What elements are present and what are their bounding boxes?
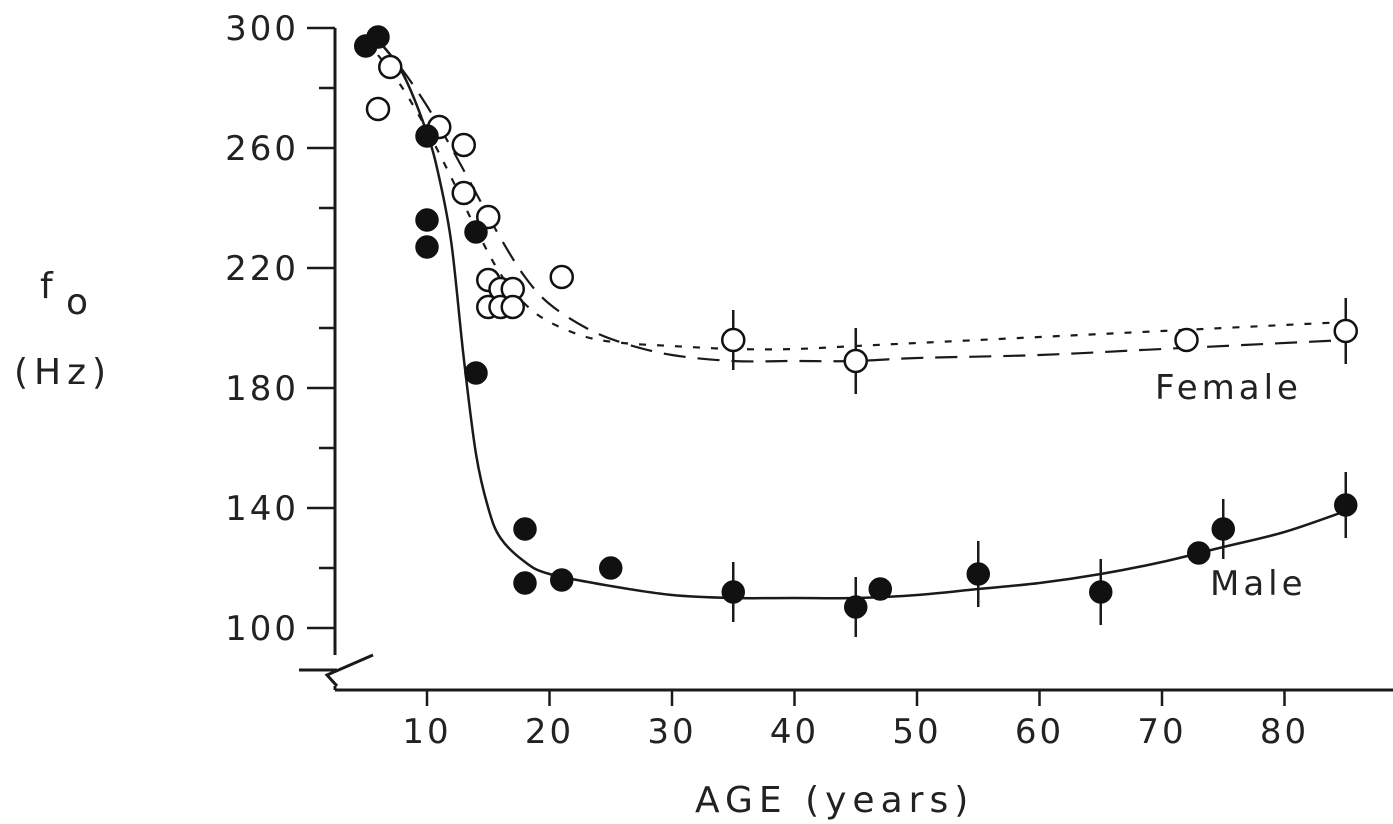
data-points <box>354 25 1358 637</box>
x-tick-label: 10 <box>402 712 451 752</box>
male-data-point <box>599 556 623 580</box>
female-data-point <box>1174 327 1199 353</box>
female-data-point <box>843 348 868 374</box>
y-tick-label: 140 <box>225 489 299 529</box>
labels: f o (Hz) AGE (years) Female Male <box>14 266 1307 821</box>
female-data-point <box>451 180 476 206</box>
y-tick-label: 220 <box>225 249 299 289</box>
y-tick-label: 300 <box>225 9 299 49</box>
y-tick-label: 180 <box>225 369 299 409</box>
male-fit-curve <box>376 39 1347 600</box>
x-axis-label: AGE (years) <box>695 780 974 821</box>
female-fit-curve-a <box>377 39 1346 363</box>
axes: 100 140 180 220 260 300 10 20 30 40 50 60 70 80 <box>225 9 1393 752</box>
x-tick-label: 70 <box>1137 712 1186 752</box>
x-tick-label: 80 <box>1260 712 1309 752</box>
male-data-point <box>868 577 892 601</box>
male-data-point <box>464 220 488 244</box>
y-tick-label: 100 <box>225 609 299 649</box>
female-data-point <box>721 327 746 353</box>
male-data-point <box>464 361 488 385</box>
male-data-point <box>1187 541 1211 565</box>
male-data-point <box>844 595 868 619</box>
male-data-point <box>1089 580 1113 604</box>
y-axis-unit: (Hz) <box>14 352 112 393</box>
male-data-point <box>550 568 574 592</box>
female-data-point <box>365 96 391 122</box>
male-data-point <box>513 571 537 595</box>
female-data-point <box>378 54 403 80</box>
female-data-point <box>549 264 574 290</box>
fit-curves <box>376 39 1347 600</box>
x-tick-label: 20 <box>525 712 574 752</box>
male-data-point <box>415 124 439 148</box>
male-data-point <box>1211 517 1235 541</box>
female-fit-curve-b <box>377 54 1346 351</box>
female-data-point <box>1333 318 1358 344</box>
male-data-point <box>415 208 439 232</box>
male-data-point <box>513 517 537 541</box>
x-tick-label: 50 <box>892 712 941 752</box>
male-data-point <box>721 580 745 604</box>
male-data-point <box>366 25 390 49</box>
male-data-point <box>1334 493 1358 517</box>
male-data-point <box>415 235 439 259</box>
female-data-point <box>500 294 525 320</box>
female-data-point <box>451 132 476 158</box>
y-tick-label: 260 <box>225 129 299 169</box>
y-axis-break <box>324 653 374 688</box>
series-label-male: Male <box>1210 564 1307 604</box>
series-label-female: Female <box>1155 368 1302 408</box>
x-tick-label: 40 <box>770 712 819 752</box>
x-tick-label: 30 <box>647 712 696 752</box>
y-axis-subscript: o <box>66 282 94 323</box>
y-axis-symbol: f <box>40 266 59 307</box>
male-data-point <box>966 562 990 586</box>
x-tick-label: 60 <box>1015 712 1064 752</box>
